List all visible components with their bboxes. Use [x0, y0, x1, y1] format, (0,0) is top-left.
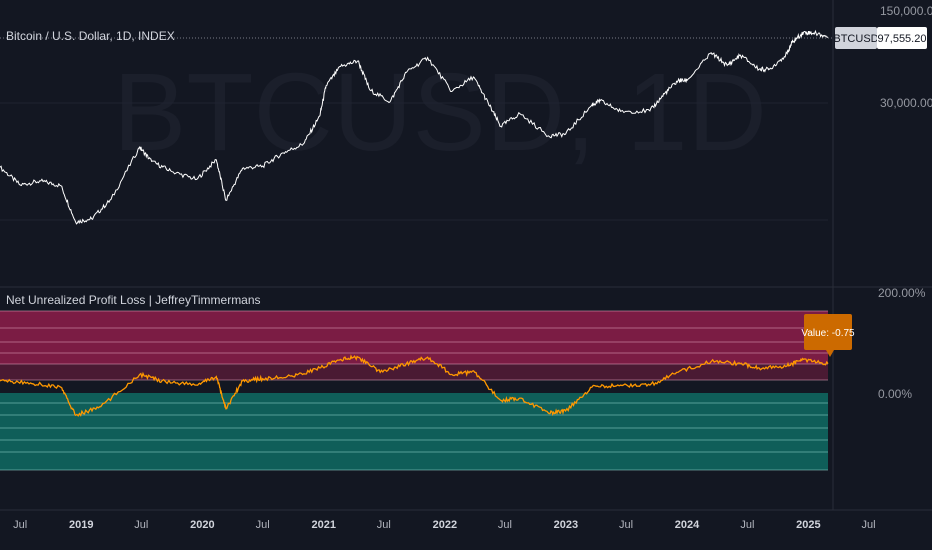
- time-axis-label-2: Jul: [134, 519, 148, 531]
- time-axis-label-6: Jul: [377, 519, 391, 531]
- time-axis-label-5: 2021: [312, 519, 336, 531]
- value-badge-pointer: [826, 350, 834, 357]
- ticker-badge-bg: [835, 27, 877, 49]
- price-badge-text: 97,555.20: [878, 33, 927, 45]
- nupl-pane[interactable]: [0, 354, 829, 417]
- time-axis-label-12: Jul: [740, 519, 754, 531]
- time-axis-label-13: 2025: [796, 519, 820, 531]
- time-axis-label-4: Jul: [256, 519, 270, 531]
- time-axis-label-7: 2022: [433, 519, 457, 531]
- indicator-title[interactable]: Net Unrealized Profit Loss | JeffreyTimm…: [6, 293, 261, 307]
- time-axis-label-1: 2019: [69, 519, 93, 531]
- indicator-axis-label-zero: 0.00%: [878, 387, 912, 401]
- symbol-watermark: BTCUSD, 1D: [113, 51, 767, 174]
- time-axis-label-8: Jul: [498, 519, 512, 531]
- time-axis-label-0: Jul: [13, 519, 27, 531]
- btcusd-price-line[interactable]: [0, 29, 829, 225]
- price-badge-bg: [877, 27, 927, 49]
- time-axis-label-11: 2024: [675, 519, 700, 531]
- price-axis-label-mid: 30,000.00: [880, 96, 932, 110]
- price-pane-grid: [0, 102, 828, 221]
- price-axis-label-top: 150,000.00: [880, 4, 932, 18]
- value-badge[interactable]: Value: -0.75: [801, 314, 855, 357]
- time-axis-label-3: 2020: [190, 519, 214, 531]
- belief-zone: [0, 364, 828, 380]
- value-badge-bg: [804, 314, 852, 350]
- symbol-title[interactable]: Bitcoin / U.S. Dollar, 1D, INDEX: [6, 29, 175, 43]
- price-pane[interactable]: [0, 29, 829, 225]
- nupl-zones: [0, 310, 828, 471]
- indicator-axis-label-top: 200.00%: [878, 286, 926, 300]
- value-badge-text: Value: -0.75: [801, 328, 855, 339]
- capitulation-zone: [0, 393, 828, 470]
- euphoria-zone: [0, 311, 828, 364]
- time-axis[interactable]: Jul 2019 Jul 2020 Jul 2021 Jul 2022 Jul 2023 Jul 20…: [13, 519, 875, 531]
- price-badge[interactable]: BTCUSD 97,555.20: [833, 27, 927, 49]
- time-axis-label-10: Jul: [619, 519, 633, 531]
- ticker-badge-text: BTCUSD: [833, 33, 878, 45]
- time-axis-label-14: Jul: [861, 519, 875, 531]
- time-axis-label-9: 2023: [554, 519, 578, 531]
- nupl-line[interactable]: [0, 354, 829, 417]
